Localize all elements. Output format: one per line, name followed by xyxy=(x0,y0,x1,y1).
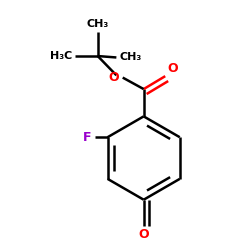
Text: O: O xyxy=(138,228,149,241)
Text: CH₃: CH₃ xyxy=(86,19,109,29)
Text: F: F xyxy=(83,131,92,144)
Text: O: O xyxy=(168,62,178,75)
Text: H₃C: H₃C xyxy=(50,51,72,61)
Text: O: O xyxy=(109,71,119,84)
Text: CH₃: CH₃ xyxy=(119,52,142,62)
